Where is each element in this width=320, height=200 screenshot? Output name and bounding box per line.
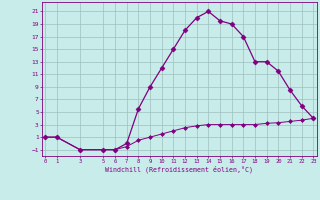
- X-axis label: Windchill (Refroidissement éolien,°C): Windchill (Refroidissement éolien,°C): [105, 165, 253, 173]
